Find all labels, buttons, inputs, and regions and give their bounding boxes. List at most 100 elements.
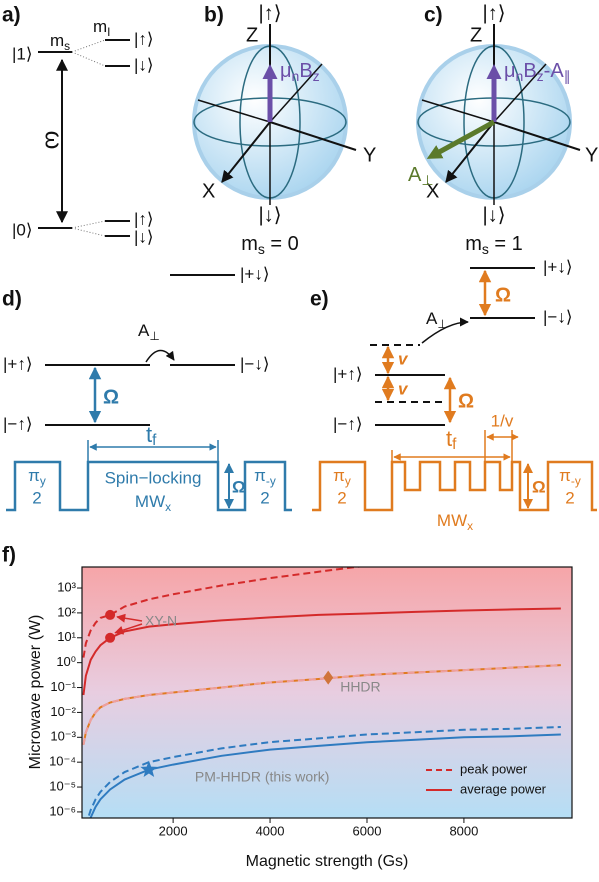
amplitude-label: Ω [532,477,546,496]
x-tick-label: 4000 [256,823,285,838]
series-line [82,607,561,696]
series-line [82,567,364,658]
y-tick-label: 10⁻⁵ [49,778,76,793]
pulse-sequence [6,460,292,512]
state-label: |↓⟩ [483,204,506,226]
annotation-arrow [114,623,143,635]
pulse-label: 2 [565,488,574,507]
text-part: μ [504,60,516,82]
state-label: |↓⟩ [259,204,282,226]
drive-label: MWx [437,511,473,533]
y-tick-label: 10⁻⁶ [49,803,76,818]
state-label: |↑⟩ [483,2,506,24]
y-tick-label: 10⁻³ [50,729,76,744]
axis-label: Z [470,24,482,46]
text-part: = 1 [489,233,523,255]
gap-label: Ω [103,386,119,408]
gap-label: Ω [458,390,474,412]
spin-label: mI [93,17,110,39]
text-part: m [465,233,482,255]
series-line [82,664,561,745]
series-line [89,733,561,818]
coupling-label: A⊥ [426,309,448,331]
axis-label: Y [363,144,376,166]
text-part: ⊥ [437,317,447,331]
panel-label: a) [2,4,21,27]
sublevel-label: |↓⟩ [134,227,154,246]
y-tick-label: 10⁻⁴ [49,754,76,769]
marker [105,609,116,620]
sublevel-label: |↑⟩ [134,29,154,48]
panel-e: e) |+↓⟩ |−↓⟩ |+↑⟩ |−↑⟩ A⊥ Ω v v Ω tf 1/v… [310,257,597,533]
duration-label: tf [446,426,457,453]
marker [323,670,334,685]
condition-label: ms = 0 [241,233,299,256]
sublevel-label: |↑⟩ [134,209,154,228]
panel-c: c) |↑⟩ |↓⟩ Z Y X μnBz-A∥ A⊥ ms = 1 [408,2,598,256]
coupling-arrow [421,317,469,344]
text-part: π [254,466,266,485]
period-label: 1/v [491,411,514,430]
text-part: f [152,432,157,449]
pulse-label: πy [333,466,351,488]
axis-label: X [202,180,215,202]
bracket [391,430,513,462]
y-tick-label: 10¹ [57,629,76,644]
panel-label: c) [424,4,443,27]
text-part: π [333,466,345,485]
text-part: x [165,500,171,514]
locking-label: Spin−locking [105,468,202,487]
text-part: = 0 [265,233,299,255]
state-label: |↑⟩ [259,2,282,24]
text-part: B [523,60,536,82]
axis-label: Y [585,144,598,166]
text-part: m [50,31,64,50]
text-part: A [138,321,150,340]
x-tick-label: 6000 [353,823,382,838]
annotation: PM-HHDR (this work) [195,768,330,784]
text-part: m [241,233,258,255]
detuning-label: v [398,349,409,368]
text-part: z [537,68,544,84]
marker [105,632,116,643]
detuning-label: v [398,379,409,398]
y-tick-label: 10³ [57,579,76,594]
y-tick-label: 10⁻² [50,704,76,719]
coupling-label: A⊥ [138,321,160,343]
transition-label: ω [40,131,67,150]
gap-label: Ω [495,284,511,306]
panel-label: d) [2,288,22,311]
pulse-label: 2 [32,488,41,507]
text-part: f [452,436,457,453]
text-part: A [408,164,422,186]
axis-label: X [426,180,439,202]
legend-label: average power [460,781,547,796]
text-part: ∥ [564,68,571,84]
y-tick-label: 10² [57,604,76,619]
hyperfine-vector [426,119,496,159]
text-part: ⊥ [421,172,433,188]
state-label: |+↑⟩ [333,364,362,383]
panel-label: b) [204,4,224,27]
duration-bracket [87,440,219,462]
panel-b: b) |↑⟩ |↓⟩ Z Y X μnBz ms = 0 [192,2,376,257]
annotation: HHDR [340,678,380,694]
text-part: y [345,474,351,488]
plot-frame [81,566,573,819]
text-part: y [40,474,46,488]
vector-label: A⊥ [408,164,434,187]
sublevel-label: |↓⟩ [134,55,154,74]
text-part: n [292,68,300,84]
pulse-label: πy [28,466,46,488]
text-part: x [467,519,473,533]
level-label: |0⟩ [12,220,33,239]
state-label: |+↓⟩ [543,257,572,276]
y-axis-label: Microwave power (W) [27,615,44,770]
text-part: I [107,25,110,39]
text-part: t [146,422,152,447]
pulse-sequence [312,460,597,512]
state-label: |−↑⟩ [333,414,362,433]
coupling-arrow [145,349,175,363]
condition-label: ms = 1 [465,233,523,256]
state-label: |−↑⟩ [3,414,32,433]
